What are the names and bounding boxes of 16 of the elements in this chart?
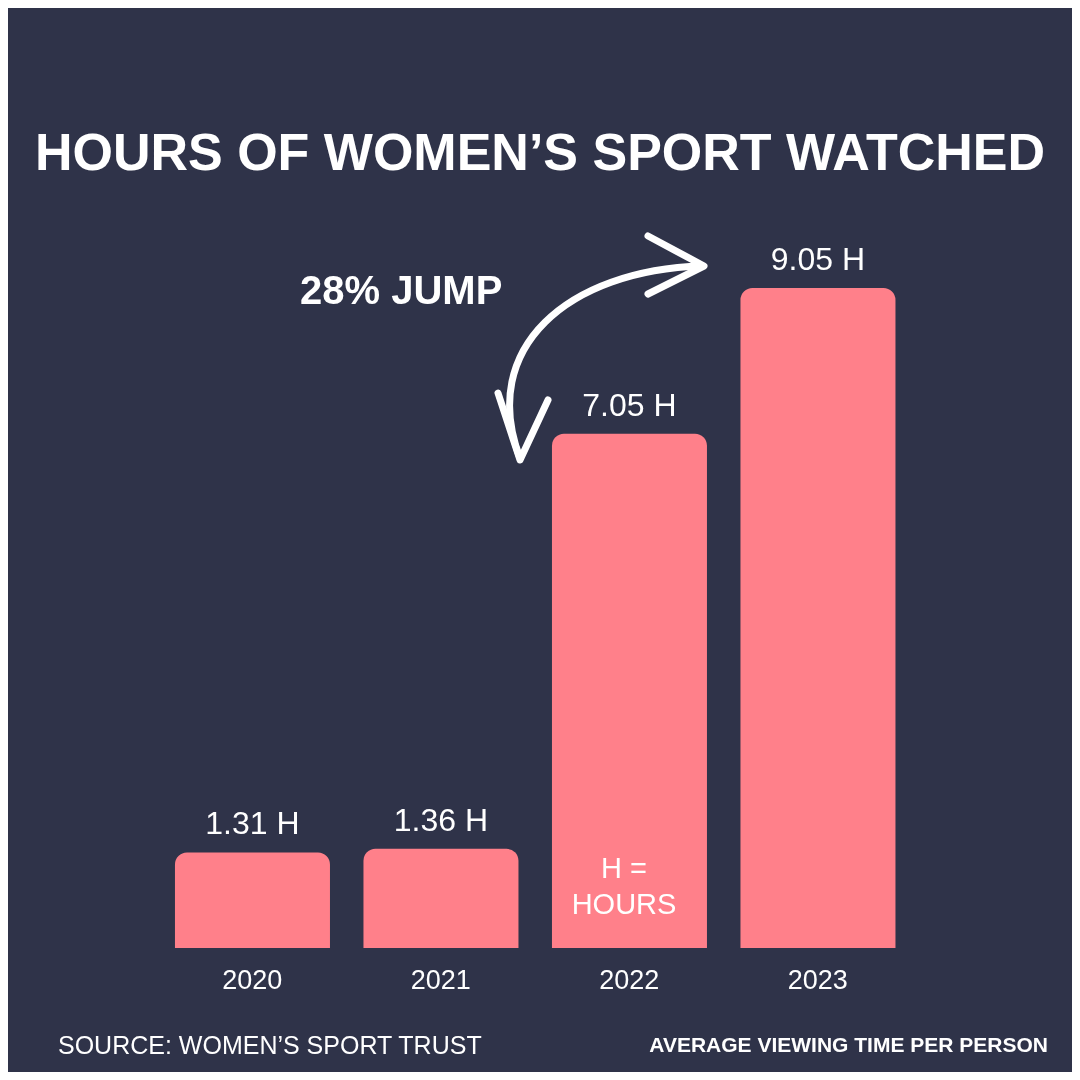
- data-label: 1.36 H: [393, 801, 489, 838]
- x-tick-label: 2021: [410, 965, 471, 996]
- source-note: SOURCE: WOMEN’S SPORT TRUST: [58, 1031, 482, 1059]
- x-tick-label: 2022: [599, 965, 660, 996]
- annotation: 28% JUMP: [300, 268, 503, 312]
- annotation: H = HOURS: [571, 852, 677, 920]
- bar: [740, 288, 896, 948]
- bar: [363, 848, 519, 948]
- data-label: 9.05 H: [770, 241, 866, 277]
- text: AVERAGE VIEWING TIME PER PERSON: [649, 1033, 1048, 1056]
- data-label: 7.05 H: [582, 386, 677, 423]
- x-tick-label: 2020: [222, 965, 283, 996]
- bar: [174, 852, 330, 948]
- chart-title: HOURS OF WOMEN’S SPORT WATCHED: [34, 123, 1046, 181]
- x-tick-label: 2023: [787, 965, 848, 996]
- data-label: 1.31 H: [205, 805, 300, 842]
